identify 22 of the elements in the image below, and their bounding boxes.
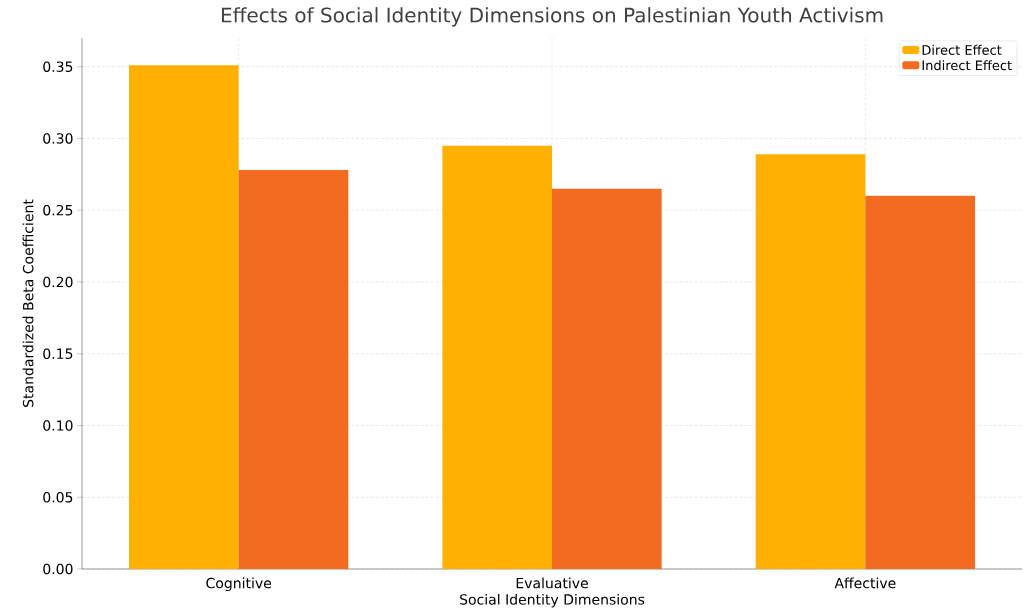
x-tick-label: Cognitive: [206, 577, 272, 592]
bar: [129, 65, 239, 569]
legend-label: Direct Effect: [922, 44, 1002, 55]
x-axis-title: Social Identity Dimensions: [460, 593, 645, 608]
y-tick-label: 0.35: [43, 61, 73, 72]
bar: [755, 154, 866, 569]
y-tick-label: 0.00: [43, 563, 73, 575]
bar: [552, 188, 662, 569]
x-tick-label: Affective: [834, 577, 896, 589]
chart-title: Effects of Social Identity Dimensions on Palestinian Youth Activism: [221, 7, 883, 27]
bar: [442, 145, 552, 569]
y-tick-label: 0.20: [43, 276, 73, 288]
y-tick-label: 0.25: [43, 204, 73, 216]
y-axis-title: Standardized Beta Coefficient: [22, 199, 34, 407]
y-tick-label: 0.05: [43, 491, 73, 503]
y-tick-label: 0.15: [43, 348, 73, 360]
legend-label: Indirect Effect: [922, 60, 1012, 71]
bar: [238, 170, 349, 569]
y-tick-label: 0.10: [43, 420, 73, 431]
bar: [865, 195, 976, 569]
y-tick-label: 0.30: [43, 133, 73, 144]
x-tick-label: Evaluative: [516, 577, 588, 589]
